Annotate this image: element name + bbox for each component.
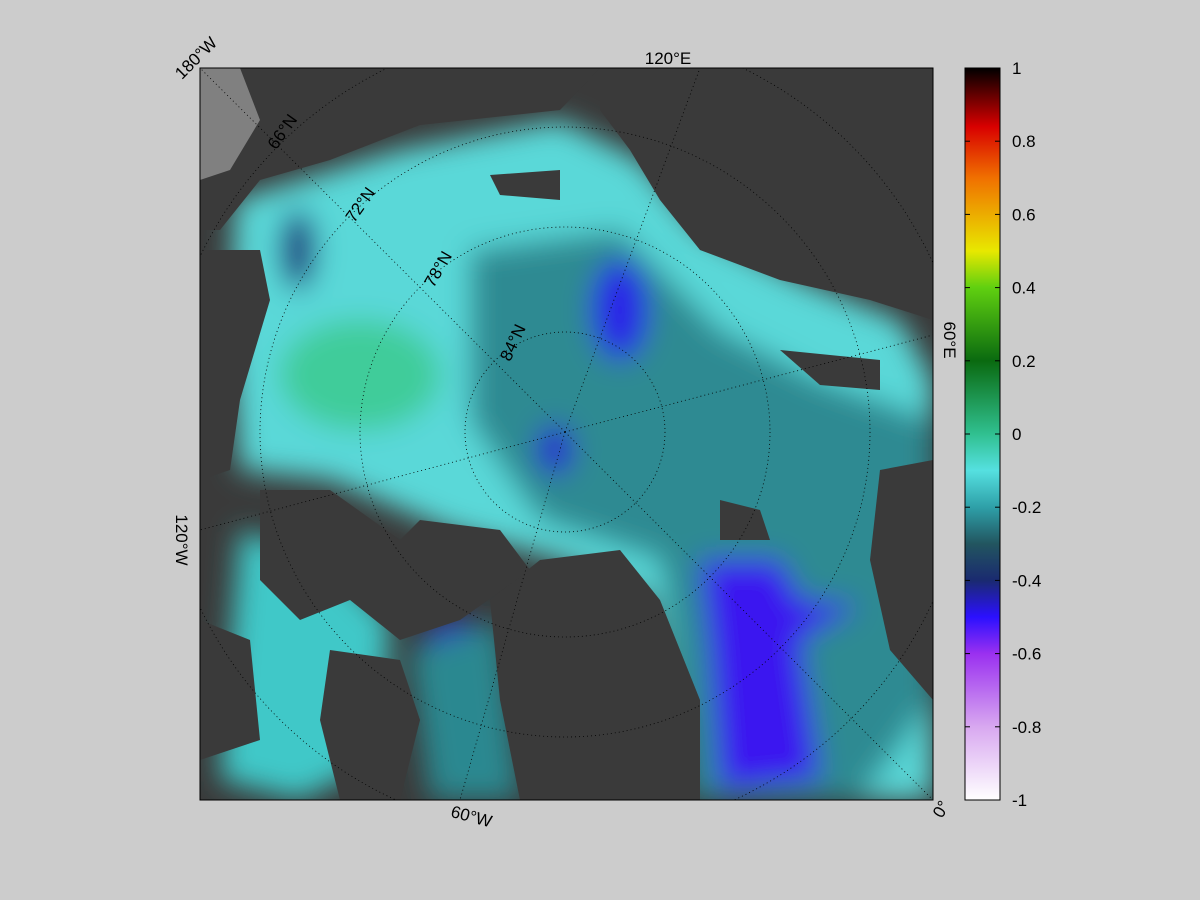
lon-label: 120°W: [172, 514, 191, 565]
map: [200, 68, 933, 800]
colorbar-tick-label: -0.6: [1012, 645, 1041, 664]
colorbar-tick-label: 0.8: [1012, 132, 1036, 151]
colorbar-ticks: 1 0.8 0.6 0.4 0.2 0 -0.2 -0.4 -0.6 -0.8 -1: [965, 59, 1041, 810]
map-frame: [199, 67, 934, 801]
colorbar-tick-label: -0.8: [1012, 718, 1041, 737]
colorbar-tick-label: -0.2: [1012, 498, 1041, 517]
lon-label: 60°E: [940, 321, 959, 358]
colorbar-tick-label: -1: [1012, 791, 1027, 810]
lon-label: 0°: [929, 797, 954, 821]
colorbar-tick-label: 0.6: [1012, 205, 1036, 224]
lon-label: 60°W: [449, 802, 494, 831]
colorbar-tick-label: 0.4: [1012, 279, 1036, 298]
lon-label: 120°E: [645, 49, 692, 68]
colorbar-tick-label: 0: [1012, 425, 1021, 444]
colorbar-tick-label: -0.4: [1012, 571, 1041, 590]
colorbar-tick-label: 0.2: [1012, 352, 1036, 371]
colorbar: [964, 67, 1001, 801]
colorbar-tick-label: 1: [1012, 59, 1021, 78]
